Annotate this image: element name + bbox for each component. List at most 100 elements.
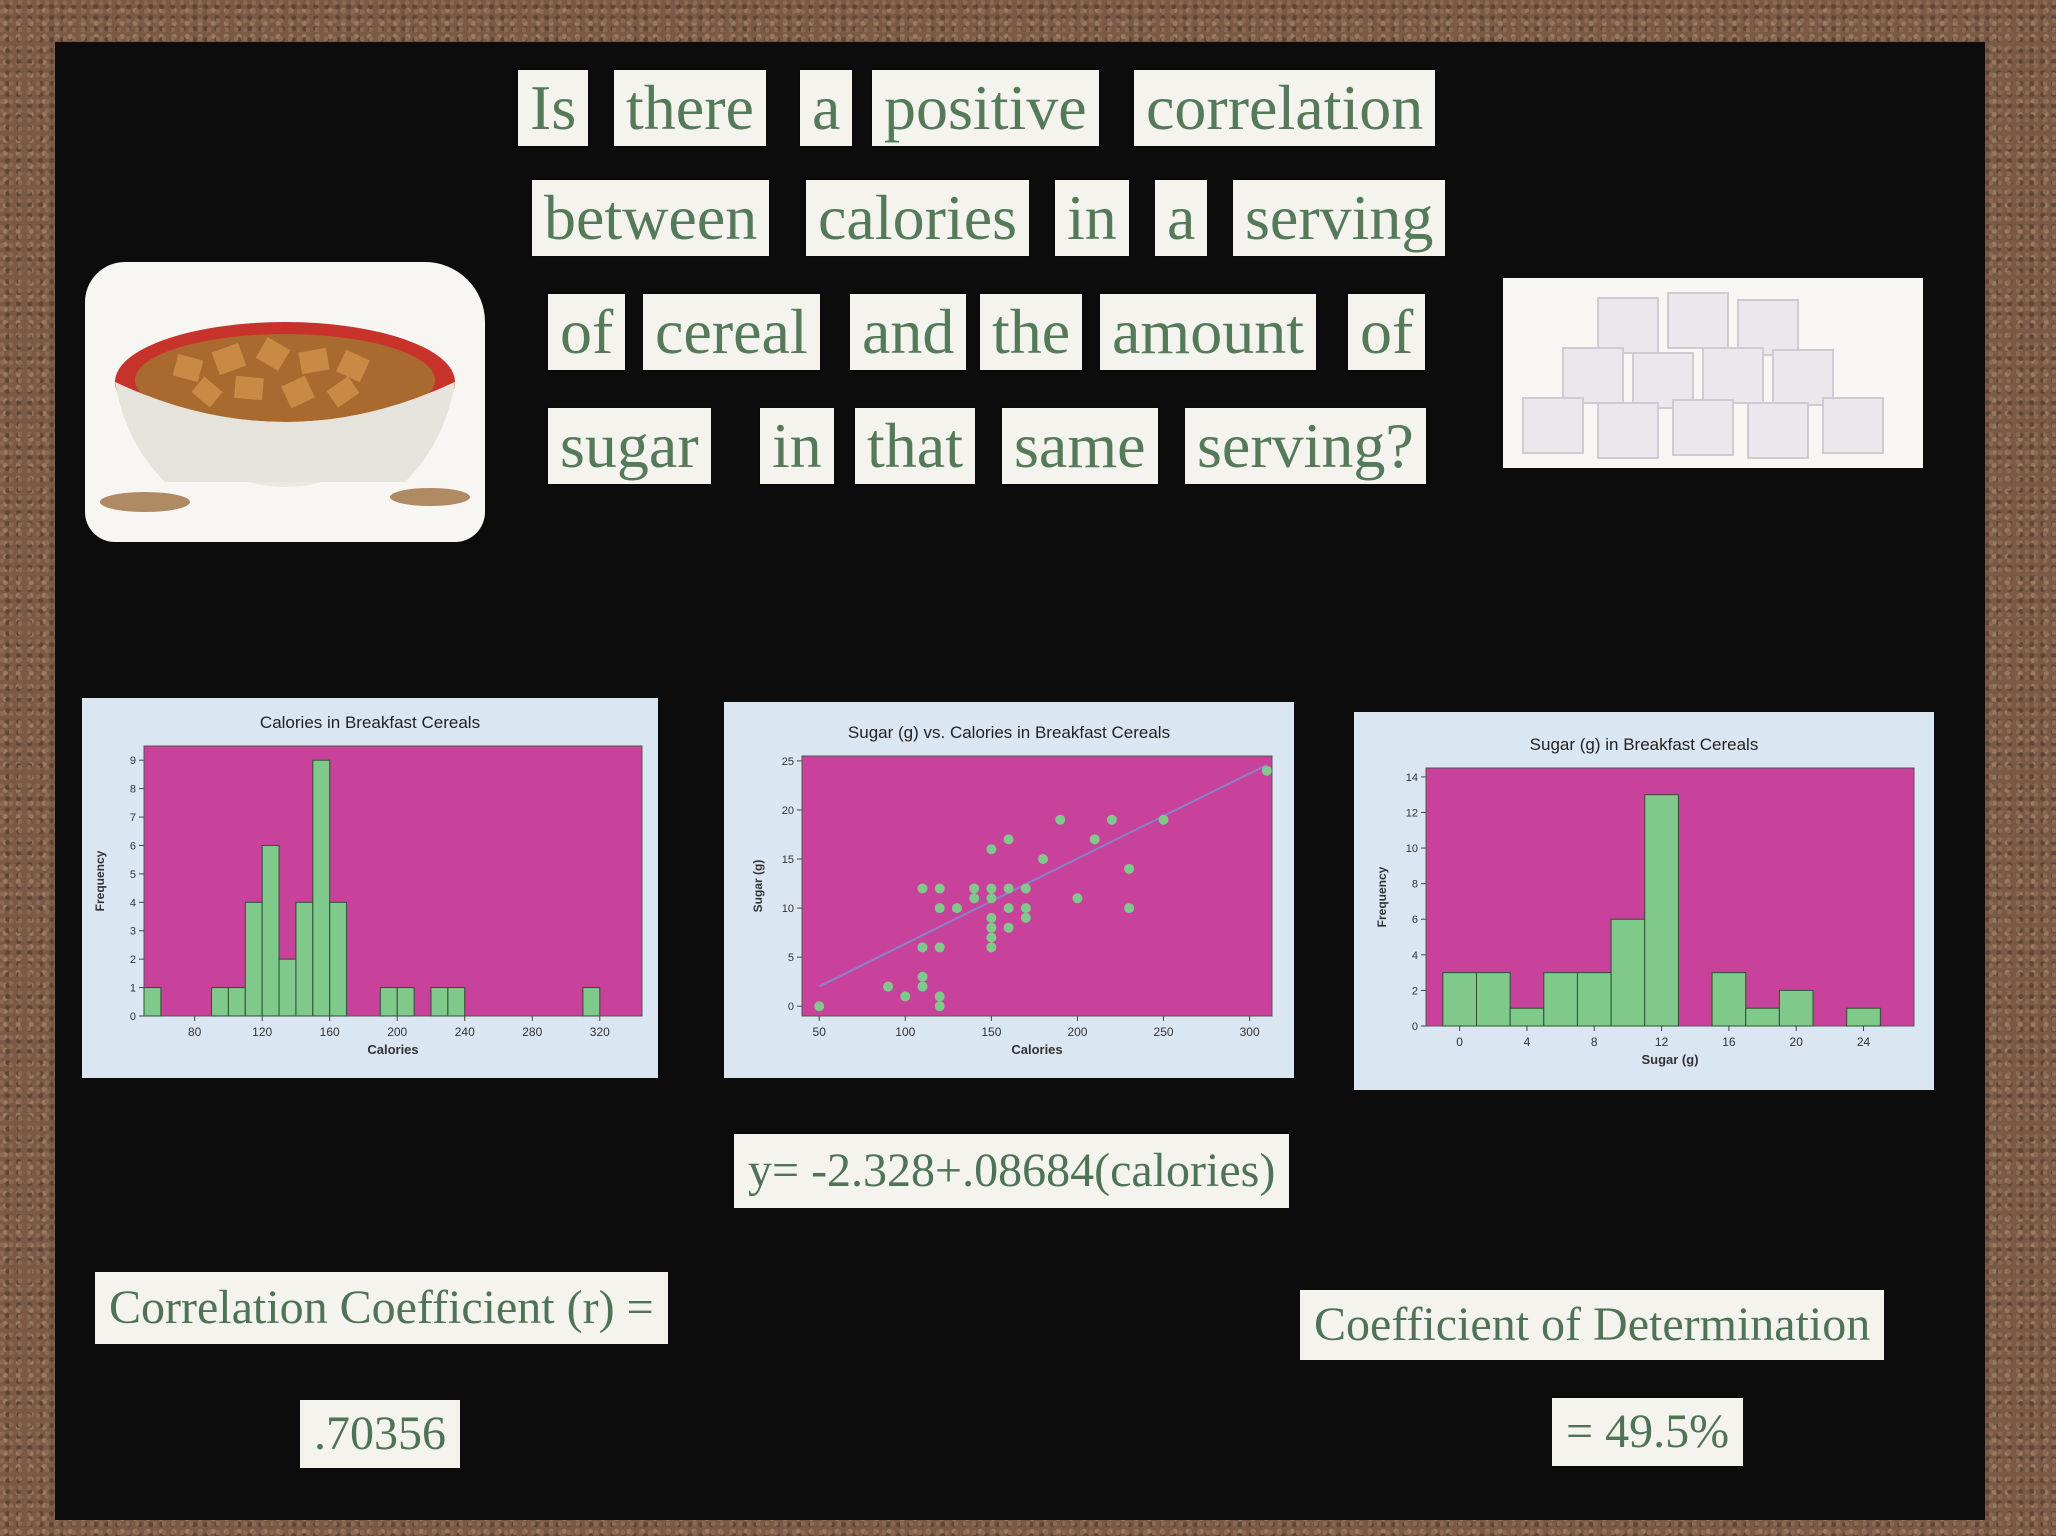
scatter-point xyxy=(969,893,980,904)
scatter-point xyxy=(986,922,997,933)
y-tick-label: 12 xyxy=(1406,807,1418,819)
x-tick-label: 24 xyxy=(1857,1035,1871,1049)
title-word: Is xyxy=(518,70,589,146)
title-word: sugar xyxy=(548,408,711,484)
chart-title: Calories in Breakfast Cereals xyxy=(260,713,480,732)
histogram-bar xyxy=(379,987,398,1017)
y-tick-label: 5 xyxy=(130,869,136,881)
sugar-histogram-panel: Sugar (g) in Breakfast Cereals 0 2 4 6 8 10 12 1… xyxy=(1354,712,1934,1090)
histogram-bar xyxy=(582,987,601,1017)
y-tick-label: 0 xyxy=(130,1011,136,1023)
correlation-value: .70356 xyxy=(300,1400,460,1468)
x-tick-label: 100 xyxy=(895,1025,915,1039)
title-word: serving? xyxy=(1185,408,1426,484)
x-tick-label: 320 xyxy=(590,1025,610,1039)
y-tick-label: 0 xyxy=(788,1001,794,1013)
histogram-bar xyxy=(1778,989,1814,1027)
cereal-bowl-image xyxy=(85,262,485,542)
scatter-point xyxy=(1124,903,1135,914)
calories-histogram: Calories in Breakfast Cereals 0 1 2 3 4 5 6 7 8 9 8… xyxy=(93,713,643,1057)
calories-histogram-panel: Calories in Breakfast Cereals 0 1 2 3 4 5 6 7 8 9 8… xyxy=(82,698,658,1078)
scatter-point xyxy=(1038,854,1049,865)
scatter-point xyxy=(934,1001,945,1012)
x-axis-label: Calories xyxy=(367,1042,418,1057)
x-tick-label: 160 xyxy=(320,1025,340,1039)
scatter-point xyxy=(1055,814,1066,825)
x-tick-label: 120 xyxy=(252,1025,272,1039)
title-word: and xyxy=(850,294,967,370)
scatter-point xyxy=(1003,922,1014,933)
scatter-point xyxy=(986,883,997,894)
y-tick-label: 0 xyxy=(1412,1021,1418,1033)
y-tick-label: 8 xyxy=(1412,879,1418,891)
chart-title: Sugar (g) vs. Calories in Breakfast Cere… xyxy=(848,723,1170,742)
histogram-bar xyxy=(227,987,246,1017)
x-tick-label: 240 xyxy=(455,1025,475,1039)
y-tick-label: 15 xyxy=(782,854,794,866)
scatter-point xyxy=(1020,903,1031,914)
determination-label: Coefficient of Determination xyxy=(1300,1290,1885,1360)
sugar-cubes-image xyxy=(1503,278,1923,468)
histogram-bar xyxy=(430,987,449,1017)
x-tick-label: 12 xyxy=(1655,1035,1669,1049)
histogram-bar xyxy=(244,901,263,1017)
histogram-bar xyxy=(329,901,348,1017)
histogram-bar xyxy=(1846,1007,1881,1027)
y-tick-label: 3 xyxy=(130,926,136,938)
y-axis-label: Frequency xyxy=(93,850,107,911)
x-tick-label: 80 xyxy=(188,1025,202,1039)
regression-line xyxy=(818,764,1268,988)
scatter-point xyxy=(969,883,980,894)
y-tick-label: 8 xyxy=(130,784,136,796)
scatter-point xyxy=(934,903,945,914)
title-word: a xyxy=(800,70,853,146)
scatter-point xyxy=(951,903,962,914)
y-tick-label: 2 xyxy=(130,954,136,966)
title-word: cereal xyxy=(643,294,820,370)
scatter-point xyxy=(900,991,911,1002)
plot-area xyxy=(143,745,643,1017)
scatter-point xyxy=(814,1001,825,1012)
y-axis-label: Sugar (g) xyxy=(751,860,765,913)
histogram-bar xyxy=(1711,972,1747,1027)
scatter-point xyxy=(1003,883,1014,894)
scatter-point xyxy=(1072,893,1083,904)
title-word: a xyxy=(1155,180,1208,256)
plot-area xyxy=(801,755,1273,1017)
y-tick-label: 6 xyxy=(130,840,136,852)
scatter-point xyxy=(1003,834,1014,845)
regression-equation: y= -2.328+.08684(calories) xyxy=(734,1134,1290,1208)
y-tick-label: 2 xyxy=(1412,985,1418,997)
x-tick-label: 250 xyxy=(1154,1025,1174,1039)
sugar-histogram: Sugar (g) in Breakfast Cereals0246810121… xyxy=(1375,735,1915,1067)
title-word: in xyxy=(760,408,834,484)
title-word: in xyxy=(1055,180,1129,256)
title-word: of xyxy=(1348,294,1426,370)
histogram-bar xyxy=(312,759,331,1017)
y-tick-label: 10 xyxy=(1406,843,1418,855)
title-word: amount xyxy=(1100,294,1316,370)
correlation-label: Correlation Coefficient (r) = xyxy=(95,1272,668,1344)
histogram-bar xyxy=(1644,794,1679,1027)
scatter-point xyxy=(934,942,945,953)
scatter-point xyxy=(1020,883,1031,894)
histogram-bar xyxy=(1576,972,1612,1027)
histogram-bar xyxy=(143,987,162,1017)
y-tick-label: 25 xyxy=(782,756,794,768)
y-axis-label: Frequency xyxy=(1375,866,1389,927)
y-tick-label: 14 xyxy=(1406,772,1418,784)
scatter-point xyxy=(1261,765,1272,776)
y-tick-label: 6 xyxy=(1412,914,1418,926)
scatter-point xyxy=(986,844,997,855)
x-tick-label: 280 xyxy=(522,1025,542,1039)
title-word: between xyxy=(532,180,770,256)
y-tick-label: 5 xyxy=(788,952,794,964)
scatter-point xyxy=(917,971,928,982)
scatter-point xyxy=(917,942,928,953)
x-tick-label: 50 xyxy=(813,1025,827,1039)
determination-value: = 49.5% xyxy=(1552,1398,1744,1466)
histogram-bar xyxy=(1610,918,1646,1027)
scatter-point xyxy=(934,991,945,1002)
histogram-bar xyxy=(447,987,466,1017)
y-tick-label: 1 xyxy=(130,983,136,995)
